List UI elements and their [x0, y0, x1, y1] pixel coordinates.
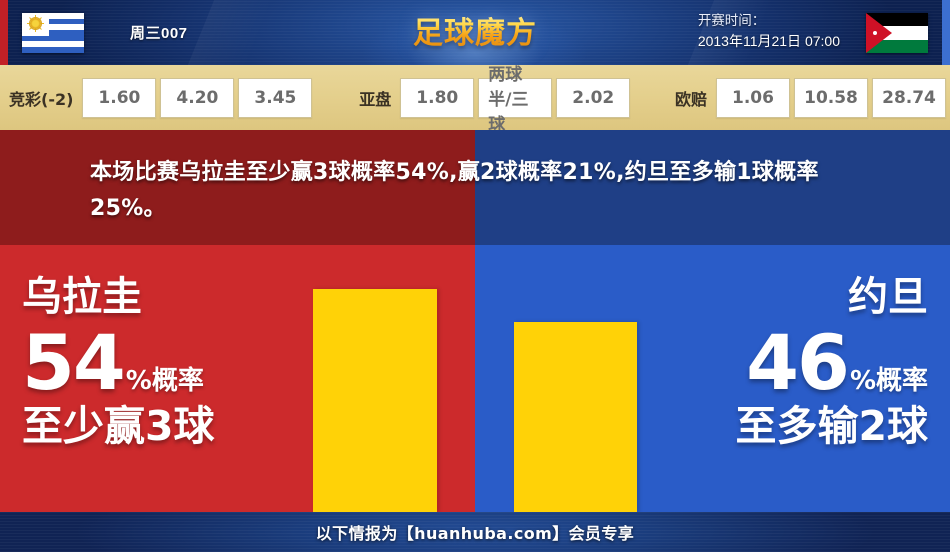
odds-value-european-lose[interactable]: 28.74	[872, 77, 946, 118]
odds-value-asian-away[interactable]: 2.02	[556, 77, 631, 118]
summary-text: 本场比赛乌拉圭至少赢3球概率54%,赢2球概率21%,约旦至多输1球概率25%。	[90, 160, 819, 221]
odds-value-jingcai-lose[interactable]: 3.45	[238, 77, 313, 118]
away-probability-bar	[514, 322, 637, 512]
header-right-accent-strip	[942, 0, 950, 65]
odds-value-asian-line[interactable]: 两球半/三球	[478, 65, 553, 135]
odds-group-european: 欧赔 1.06 10.58 28.74	[666, 65, 950, 130]
odds-value-european-win[interactable]: 1.06	[716, 77, 790, 118]
away-probability-value: 46	[746, 318, 850, 407]
header-left-accent-strip	[0, 0, 8, 65]
probability-chart: 乌拉圭 54 %概率 至少赢3球 约旦 46 %概率 至多输2球	[0, 245, 950, 512]
header-diagonal-sheen-left	[177, 0, 283, 65]
away-stats: 约旦 46 %概率 至多输2球	[628, 273, 928, 451]
header-bar: 周三007 足球魔方 开赛时间： 2013年11月21日 07:00	[0, 0, 950, 65]
kickoff-time: 2013年11月21日 07:00	[697, 33, 840, 49]
summary-band: 本场比赛乌拉圭至少赢3球概率54%,赢2球概率21%,约旦至多输1球概率25%。	[0, 130, 950, 245]
footer-scanline-overlay	[0, 512, 950, 552]
footer-membership-notice: 以下情报为【huanhuba.com】会员专享	[315, 524, 635, 543]
away-team-name: 约旦	[848, 274, 928, 320]
odds-value-asian-home[interactable]: 1.80	[400, 77, 475, 118]
jordan-flag-icon	[866, 13, 928, 53]
odds-value-european-draw[interactable]: 10.58	[794, 77, 868, 118]
home-probability-suffix: %概率	[125, 366, 204, 396]
odds-group-label: 欧赔	[674, 89, 707, 109]
jordan-flag-chevron	[866, 13, 892, 53]
odds-value-jingcai-win[interactable]: 1.60	[82, 77, 157, 118]
away-probability-suffix: %概率	[849, 366, 928, 396]
footer-bar: 以下情报为【huanhuba.com】会员专享	[0, 512, 950, 552]
home-outcome-label: 至少赢3球	[22, 402, 215, 450]
odds-group-label: 竞彩(-2)	[9, 89, 74, 109]
away-outcome-label: 至多输2球	[735, 402, 928, 450]
kickoff-label: 开赛时间：	[697, 13, 766, 28]
odds-bar: 竞彩(-2) 1.60 4.20 3.45 亚盘 1.80 两球半/三球 2.0…	[0, 65, 950, 135]
summary-background-left	[0, 130, 475, 245]
jordan-flag-star-icon	[873, 31, 877, 35]
away-probability-line: 46 %概率	[628, 323, 928, 403]
odds-group-label: 亚盘	[359, 89, 392, 109]
home-team-name: 乌拉圭	[22, 274, 142, 320]
home-probability-line: 54 %概率	[22, 323, 322, 403]
odds-value-jingcai-draw[interactable]: 4.20	[160, 77, 235, 118]
odds-group-asian-handicap: 亚盘 1.80 两球半/三球 2.02	[350, 65, 634, 135]
uruguay-sun-of-may-icon	[30, 18, 41, 29]
kickoff-info: 开赛时间： 2013年11月21日 07:00	[698, 10, 840, 52]
home-probability-value: 54	[22, 318, 126, 407]
odds-group-jingcai: 竞彩(-2) 1.60 4.20 3.45	[0, 65, 316, 130]
summary-background-right	[475, 130, 950, 245]
uruguay-flag-icon	[22, 13, 84, 53]
home-stats: 乌拉圭 54 %概率 至少赢3球	[22, 273, 322, 451]
match-number-label: 周三007	[130, 25, 188, 42]
site-logo: 足球魔方	[413, 8, 537, 52]
home-probability-bar	[313, 289, 437, 512]
